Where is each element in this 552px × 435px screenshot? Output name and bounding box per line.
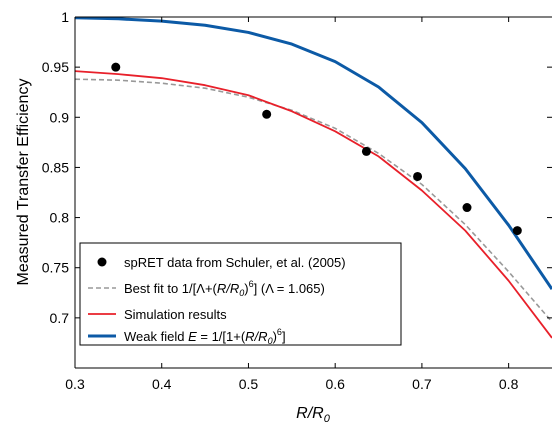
legend-label-best-fit: Best fit to 1/[Λ+(R/R0)6] (Λ = 1.065) xyxy=(124,279,325,298)
x-axis-label: R/R0 xyxy=(296,405,331,425)
legend-box xyxy=(79,242,402,346)
x-tick-label: 0.8 xyxy=(499,376,519,392)
series-line-simulation xyxy=(75,70,552,339)
legend-label-sprets: spRET data from Schuler, et al. (2005) xyxy=(124,255,346,270)
x-tick-label: 0.6 xyxy=(325,376,345,392)
data-point xyxy=(462,203,472,213)
legend-label-simulation: Simulation results xyxy=(124,307,227,322)
data-point xyxy=(413,171,423,181)
series-line-weak-field xyxy=(75,17,552,291)
legend-label-weak-field: Weak field E = 1/[1+(R/R0)6] xyxy=(124,327,286,346)
x-tick-label: 0.5 xyxy=(239,376,259,392)
legend-marker-sprets xyxy=(97,257,107,267)
axes-frame xyxy=(74,16,552,369)
y-tick-label: 0.7 xyxy=(50,310,70,326)
y-tick-label: 0.85 xyxy=(42,159,69,175)
data-point xyxy=(361,146,371,156)
y-axis-label: Measured Transfer Efficiency xyxy=(15,79,32,286)
plot-data-layer xyxy=(75,17,552,339)
x-axis-label-main: R/R xyxy=(296,405,324,422)
legend: spRET data from Schuler, et al. (2005) B… xyxy=(79,242,402,346)
x-tick-label: 0.4 xyxy=(152,376,172,392)
y-tick-label: 0.75 xyxy=(42,260,69,276)
x-tick-label: 0.3 xyxy=(65,376,85,392)
data-point xyxy=(262,109,272,119)
y-tick-label: 0.8 xyxy=(50,210,70,226)
x-axis-label-sub: 0 xyxy=(324,413,331,425)
plot-area xyxy=(75,17,552,339)
y-tick-label: 0.9 xyxy=(50,109,70,125)
data-point xyxy=(512,226,522,236)
data-point xyxy=(111,62,121,72)
ticks: 0.3 0.4 0.5 0.6 0.7 0.8 0.7 0.75 0.8 0.85 0.9 0.95 1 xyxy=(42,9,552,392)
y-tick-label: 1 xyxy=(61,9,69,25)
x-tick-label: 0.7 xyxy=(412,376,432,392)
y-tick-label: 0.95 xyxy=(42,59,69,75)
series-line-best-fit xyxy=(75,78,552,323)
